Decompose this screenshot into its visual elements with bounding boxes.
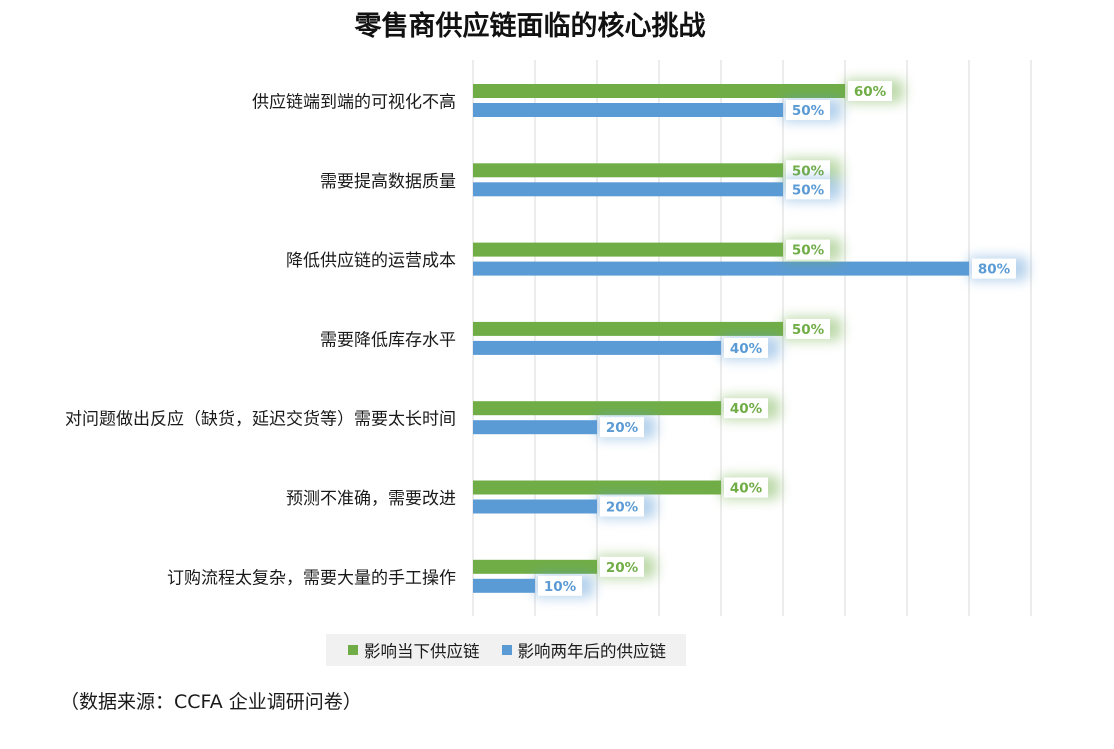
data-label-current: 50% — [792, 243, 825, 259]
category-label: 需要提高数据质量 — [320, 172, 456, 192]
category-label: 降低供应链的运营成本 — [286, 251, 456, 271]
bar-current — [473, 242, 783, 257]
legend-swatch-green — [348, 645, 358, 655]
data-label-box — [600, 417, 644, 438]
data-label-current: 50% — [792, 322, 825, 338]
bar-two-years — [473, 103, 783, 117]
bar-two-years — [473, 340, 721, 355]
data-label-box — [538, 575, 582, 596]
data-label-current: 40% — [730, 401, 763, 417]
bar-two-years — [473, 261, 969, 276]
category-label: 需要降低库存水平 — [320, 330, 456, 350]
legend-label-two-years: 影响两年后的供应链 — [517, 642, 667, 661]
bar-two-years — [473, 182, 783, 197]
data-label-current: 40% — [730, 481, 763, 497]
data-label-two-years: 20% — [606, 500, 639, 516]
bar-current — [473, 559, 597, 574]
data-label-two-years: 50% — [792, 182, 825, 198]
data-label-two-years: 10% — [544, 579, 577, 595]
category-label: 供应链端到端的可视化不高 — [252, 93, 456, 113]
data-label-box — [786, 179, 830, 200]
legend-label-current: 影响当下供应链 — [364, 642, 480, 661]
legend-swatch-blue — [501, 645, 512, 655]
data-label-box — [724, 398, 768, 419]
data-label-box — [972, 258, 1016, 279]
data-labels: 60% 50% 50% 50% 50% 80% 50% 40% 40% 20% 40% 20% 20% 1… — [534, 79, 1028, 598]
legend-item-two-years: 影响两年后的供应链 — [501, 638, 667, 662]
bar-current — [473, 321, 783, 336]
bars — [473, 84, 969, 593]
bar-current — [473, 401, 721, 416]
data-label-current: 20% — [606, 560, 639, 576]
bar-current — [473, 480, 721, 495]
legend-item-current: 影响当下供应链 — [348, 638, 480, 662]
bar-two-years — [473, 420, 597, 435]
data-label-two-years: 40% — [730, 341, 763, 357]
category-label: 对问题做出反应（缺货，延迟交货等）需要太长时间 — [65, 410, 456, 430]
data-label-box — [724, 337, 768, 358]
category-label: 预测不准确，需要改进 — [286, 489, 456, 509]
data-label-two-years: 20% — [606, 420, 639, 436]
bar-current — [473, 163, 783, 178]
source-note: （数据来源：CCFA 企业调研问卷） — [60, 691, 362, 713]
data-label-two-years: 80% — [978, 262, 1011, 278]
category-labels: 供应链端到端的可视化不高需要提高数据质量降低供应链的运营成本需要降低库存水平对问… — [65, 93, 456, 589]
data-label-box — [786, 160, 830, 181]
legend: 影响当下供应链 影响两年后的供应链 — [326, 634, 686, 666]
data-label-box — [724, 477, 768, 498]
category-label: 订购流程太复杂，需要大量的手工操作 — [167, 568, 456, 588]
data-label-box — [786, 100, 830, 120]
data-label-box — [786, 318, 830, 339]
data-label-current: 60% — [854, 84, 887, 100]
bar-current — [473, 84, 845, 98]
data-label-box — [786, 239, 830, 260]
data-label-box — [848, 81, 892, 101]
data-label-box — [600, 556, 644, 577]
bar-two-years — [473, 578, 535, 593]
data-label-two-years: 50% — [792, 103, 825, 119]
data-label-box — [600, 496, 644, 517]
data-label-current: 50% — [792, 163, 825, 179]
chart-title: 零售商供应链面临的核心挑战 — [354, 11, 706, 42]
bar-two-years — [473, 499, 597, 514]
